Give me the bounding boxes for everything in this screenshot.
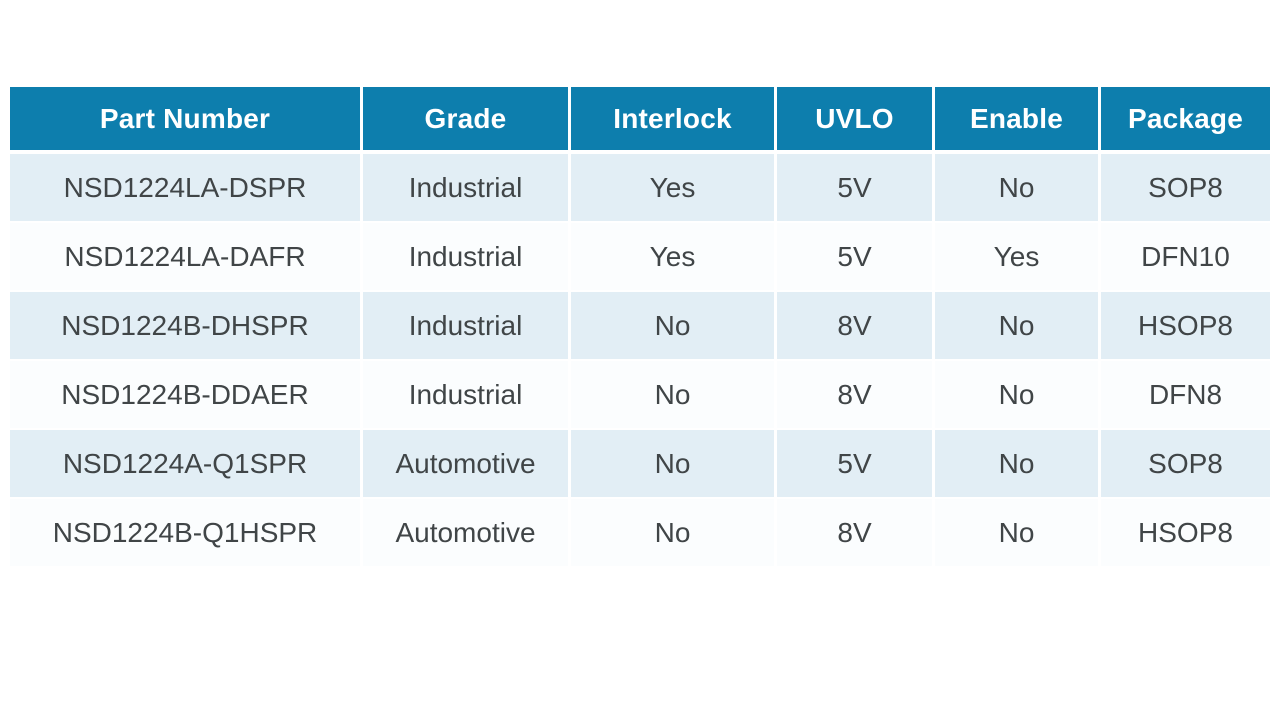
table-cell: No [935,499,1101,568]
table-row: NSD1224A-Q1SPR Automotive No 5V No SOP8 [10,430,1270,499]
table-cell: Industrial [363,292,571,361]
column-header-part-number: Part Number [10,87,363,154]
table-cell: 8V [777,361,935,430]
table-cell: Yes [935,223,1101,292]
table-cell: SOP8 [1101,430,1270,499]
table-cell: 8V [777,499,935,568]
table-cell: Automotive [363,499,571,568]
table-cell: No [935,361,1101,430]
part-number-cell: NSD1224B-Q1HSPR [10,499,363,568]
table-cell: 5V [777,430,935,499]
table-header-row: Part Number Grade Interlock UVLO Enable Packa… [10,87,1270,154]
table-row: NSD1224B-Q1HSPR Automotive No 8V No HSOP8 [10,499,1270,568]
table-row: NSD1224LA-DSPR Industrial Yes 5V No SOP8 [10,154,1270,223]
table-row: NSD1224B-DHSPR Industrial No 8V No HSOP8 [10,292,1270,361]
table-cell: No [935,292,1101,361]
column-header-uvlo: UVLO [777,87,935,154]
table-cell: SOP8 [1101,154,1270,223]
part-number-cell: NSD1224B-DDAER [10,361,363,430]
table-cell: 8V [777,292,935,361]
table-cell: 5V [777,154,935,223]
table-cell: No [571,361,777,430]
table-cell: No [571,292,777,361]
part-number-cell: NSD1224A-Q1SPR [10,430,363,499]
table-cell: No [571,499,777,568]
table-cell: Industrial [363,361,571,430]
table-cell: Automotive [363,430,571,499]
table-cell: Industrial [363,154,571,223]
parts-table: Part Number Grade Interlock UVLO Enable Packa… [10,87,1270,568]
table-cell: No [935,430,1101,499]
table-cell: HSOP8 [1101,499,1270,568]
table-cell: Yes [571,223,777,292]
column-header-package: Package [1101,87,1270,154]
table-cell: DFN8 [1101,361,1270,430]
table-cell: Yes [571,154,777,223]
table-cell: No [571,430,777,499]
part-number-cell: NSD1224B-DHSPR [10,292,363,361]
table-cell: No [935,154,1101,223]
column-header-grade: Grade [363,87,571,154]
column-header-interlock: Interlock [571,87,777,154]
table-cell: HSOP8 [1101,292,1270,361]
column-header-enable: Enable [935,87,1101,154]
part-number-cell: NSD1224LA-DSPR [10,154,363,223]
table-row: NSD1224LA-DAFR Industrial Yes 5V Yes DFN10 [10,223,1270,292]
part-number-cell: NSD1224LA-DAFR [10,223,363,292]
table-row: NSD1224B-DDAER Industrial No 8V No DFN8 [10,361,1270,430]
table-cell: DFN10 [1101,223,1270,292]
table-cell: Industrial [363,223,571,292]
table-cell: 5V [777,223,935,292]
